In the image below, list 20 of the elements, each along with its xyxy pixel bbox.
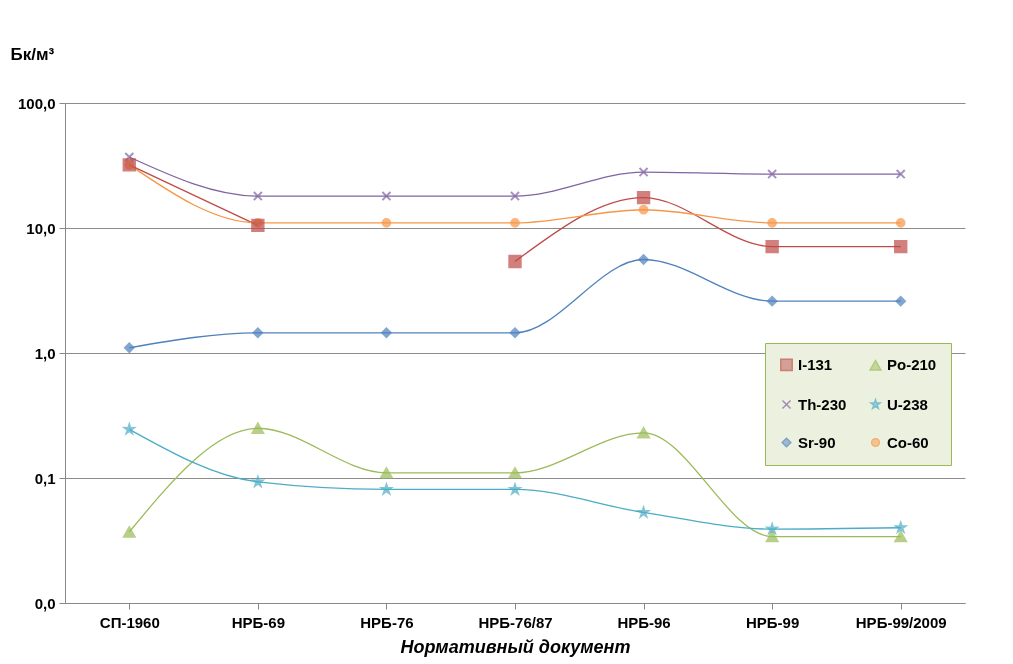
x-tick-label: НРБ-99/2009 <box>855 613 947 631</box>
y-tick-label: 10,0 <box>26 219 56 237</box>
legend-label: U-238 <box>887 395 928 413</box>
legend-label: Po-210 <box>887 356 937 374</box>
x-tick-label: НРБ-99 <box>745 613 800 631</box>
legend-label: Co-60 <box>887 433 929 451</box>
y-tick-label: 0,0 <box>34 594 56 612</box>
y-tick-label: 1,0 <box>34 344 56 362</box>
x-tick-label: НРБ-76/87 <box>478 613 553 631</box>
x-tick-label: СП-1960 <box>99 613 160 631</box>
x-tick-label: НРБ-96 <box>617 613 671 631</box>
legend-label: I-131 <box>798 355 833 373</box>
y-tick-label: 0,1 <box>34 469 56 487</box>
x-axis-title: Нормативный документ <box>400 636 631 657</box>
legend-label: Sr-90 <box>798 433 836 451</box>
x-tick-label: НРБ-76 <box>360 613 414 631</box>
x-tick-label: НРБ-69 <box>231 613 286 631</box>
legend-label: Th-230 <box>798 395 847 413</box>
y-axis-title: Бк/м³ <box>10 44 55 64</box>
y-tick-label: 100,0 <box>17 94 56 112</box>
